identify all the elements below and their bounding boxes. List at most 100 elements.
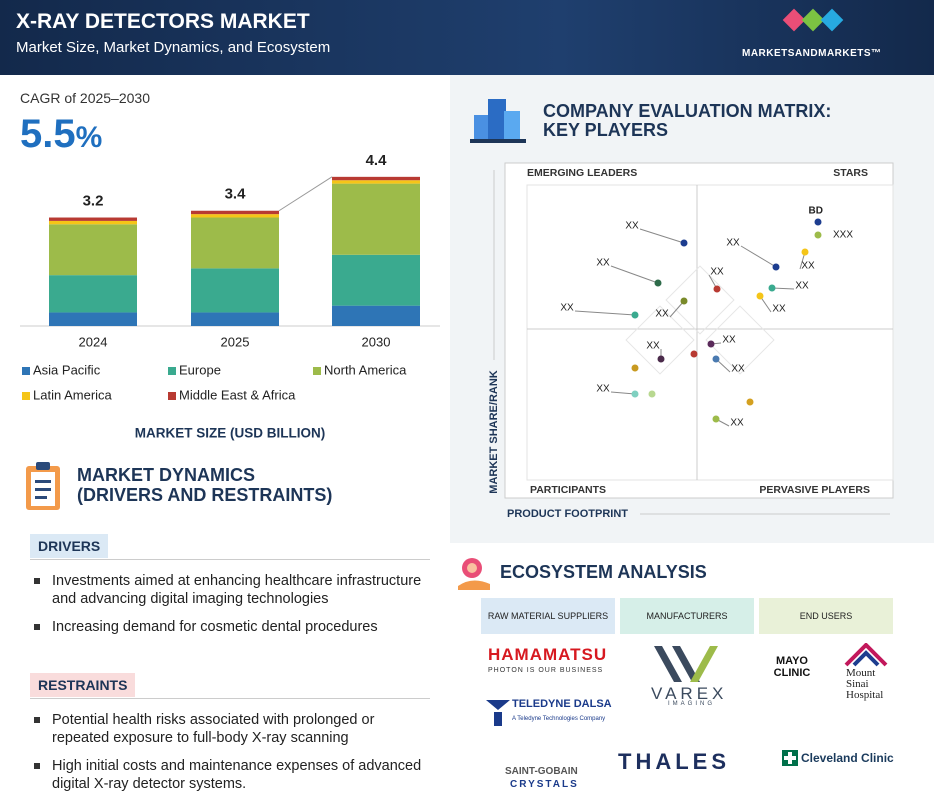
legend-swatch	[168, 392, 176, 400]
bar-segment	[49, 217, 137, 221]
company-dot	[690, 350, 698, 358]
company-dot	[631, 364, 639, 372]
company-dot	[712, 355, 720, 363]
legend-label: North America	[324, 362, 407, 377]
logo-text: A Teledyne Technologies Company	[512, 716, 606, 722]
drivers-bar: DRIVERS	[30, 534, 430, 560]
company-label: XX	[655, 309, 669, 320]
total-label: 3.4	[225, 186, 247, 203]
restraint: High initial costs and maintenance expen…	[30, 757, 430, 793]
restraints-bar: RESTRAINTS	[30, 673, 430, 699]
total-label: 3.2	[83, 192, 104, 209]
legend-label: Europe	[179, 362, 221, 377]
company-dot	[772, 263, 780, 271]
leader-line	[610, 391, 636, 395]
bar-segment	[332, 176, 420, 181]
logo-text: Cleveland Clinic	[801, 751, 894, 765]
diamond	[665, 265, 735, 335]
quadrant-label: STARS	[833, 167, 868, 179]
bar-segment	[332, 254, 420, 306]
bar-segment	[191, 217, 279, 269]
header: X-RAY DETECTORS MARKET Market Size, Mark…	[0, 0, 934, 75]
company-label: XXX	[833, 230, 853, 241]
bar-chart: 3.2 2024 3.4 2025 4.4 2030 Asia Pacific Europe N…	[20, 152, 440, 441]
company-dot	[648, 390, 656, 398]
sinai-icon	[844, 643, 888, 667]
legend-swatch	[22, 367, 30, 375]
company-dot	[801, 248, 809, 256]
legend-label: Middle East & Africa	[179, 387, 296, 402]
restraints-heading: RESTRAINTS	[30, 673, 136, 697]
matrix-inner	[526, 184, 894, 481]
legend-swatch	[313, 367, 321, 375]
company-dot	[680, 239, 688, 247]
company-dot	[654, 279, 662, 287]
diamond	[625, 305, 695, 375]
drivers-heading: DRIVERS	[30, 534, 109, 558]
leader-line	[574, 310, 636, 316]
quadrant-label: PERVASIVE PLAYERS	[759, 484, 870, 496]
bar-segment	[191, 268, 279, 313]
bar-segment	[191, 214, 279, 218]
company-label: XX	[646, 341, 660, 352]
company-dot	[631, 311, 639, 319]
company-label: XX	[722, 335, 736, 346]
y-axis-label: MARKET SHARE/RANK	[488, 370, 500, 494]
company-dot	[713, 285, 721, 293]
eco-heading: RAW MATERIAL SUPPLIERS	[481, 598, 615, 634]
company-label: XX	[731, 364, 745, 375]
line: KEY PLAYERS	[543, 120, 669, 140]
quadrant-label: PARTICIPANTS	[530, 484, 606, 496]
cagr-label: CAGR of 2025–2030	[20, 90, 150, 106]
bar-segment	[49, 224, 137, 276]
cleveland-icon	[782, 750, 798, 766]
eco-icon	[458, 558, 490, 590]
drivers-list: Investments aimed at enhancing healthcar…	[30, 572, 430, 646]
company-dot	[768, 284, 776, 292]
company-label: BD	[809, 206, 823, 217]
company-label: XX	[801, 261, 815, 272]
legend-swatch	[168, 367, 176, 375]
bar-segment	[191, 312, 279, 326]
bar-segment	[49, 312, 137, 326]
cagr-unit: %	[75, 121, 103, 154]
company-label: XX	[596, 384, 610, 395]
brand: MARKETSANDMARKETS™	[742, 48, 882, 59]
logo-text: PHOTON IS OUR BUSINESS	[488, 667, 604, 674]
driver: Investments aimed at enhancing healthcar…	[30, 572, 430, 608]
dynamics-title: MARKET DYNAMICS (DRIVERS AND RESTRAINTS)	[77, 465, 332, 505]
x-tick-label: 2024	[79, 334, 108, 349]
legend-label: Latin America	[33, 387, 113, 402]
logo-text: THALES	[618, 749, 730, 774]
eco-title: ECOSYSTEM ANALYSIS	[500, 562, 707, 582]
company-label: XX	[596, 258, 610, 269]
bar-segment	[332, 305, 420, 326]
logo-text: Mount Sinai Hospital	[846, 667, 884, 701]
logo-text: MAYO CLINIC	[773, 655, 811, 679]
company-dot	[657, 355, 665, 363]
cagr: 5.5%	[20, 112, 102, 157]
eco-heading: END USERS	[759, 598, 893, 634]
company-dot	[712, 415, 720, 423]
logo-text: TELEDYNE DALSA	[512, 698, 612, 710]
diamond	[705, 305, 775, 375]
building-icon	[470, 99, 526, 143]
subtitle: Market Size, Market Dynamics, and Ecosys…	[16, 39, 331, 56]
legend-swatch	[22, 392, 30, 400]
cagr-value: 5.5	[20, 112, 76, 156]
logo-text: CRYSTALS	[510, 779, 579, 790]
x-axis-label: PRODUCT FOOTPRINT	[507, 508, 628, 520]
company-label: XX	[772, 304, 786, 315]
varex-icon	[654, 646, 718, 682]
bar-segment	[332, 180, 420, 184]
leader-line	[669, 300, 685, 318]
logo-text: IMAGING	[668, 701, 716, 707]
company-dot	[814, 218, 822, 226]
company-label: XX	[560, 303, 574, 314]
restraints-list: Potential health risks associated with p…	[30, 711, 430, 793]
company-dot	[756, 292, 764, 300]
driver: Increasing demand for cosmetic dental pr…	[30, 618, 430, 636]
matrix-title: COMPANY EVALUATION MATRIX: KEY PLAYERS	[543, 102, 831, 140]
bar-segment	[332, 183, 420, 255]
leader-line	[740, 245, 777, 268]
